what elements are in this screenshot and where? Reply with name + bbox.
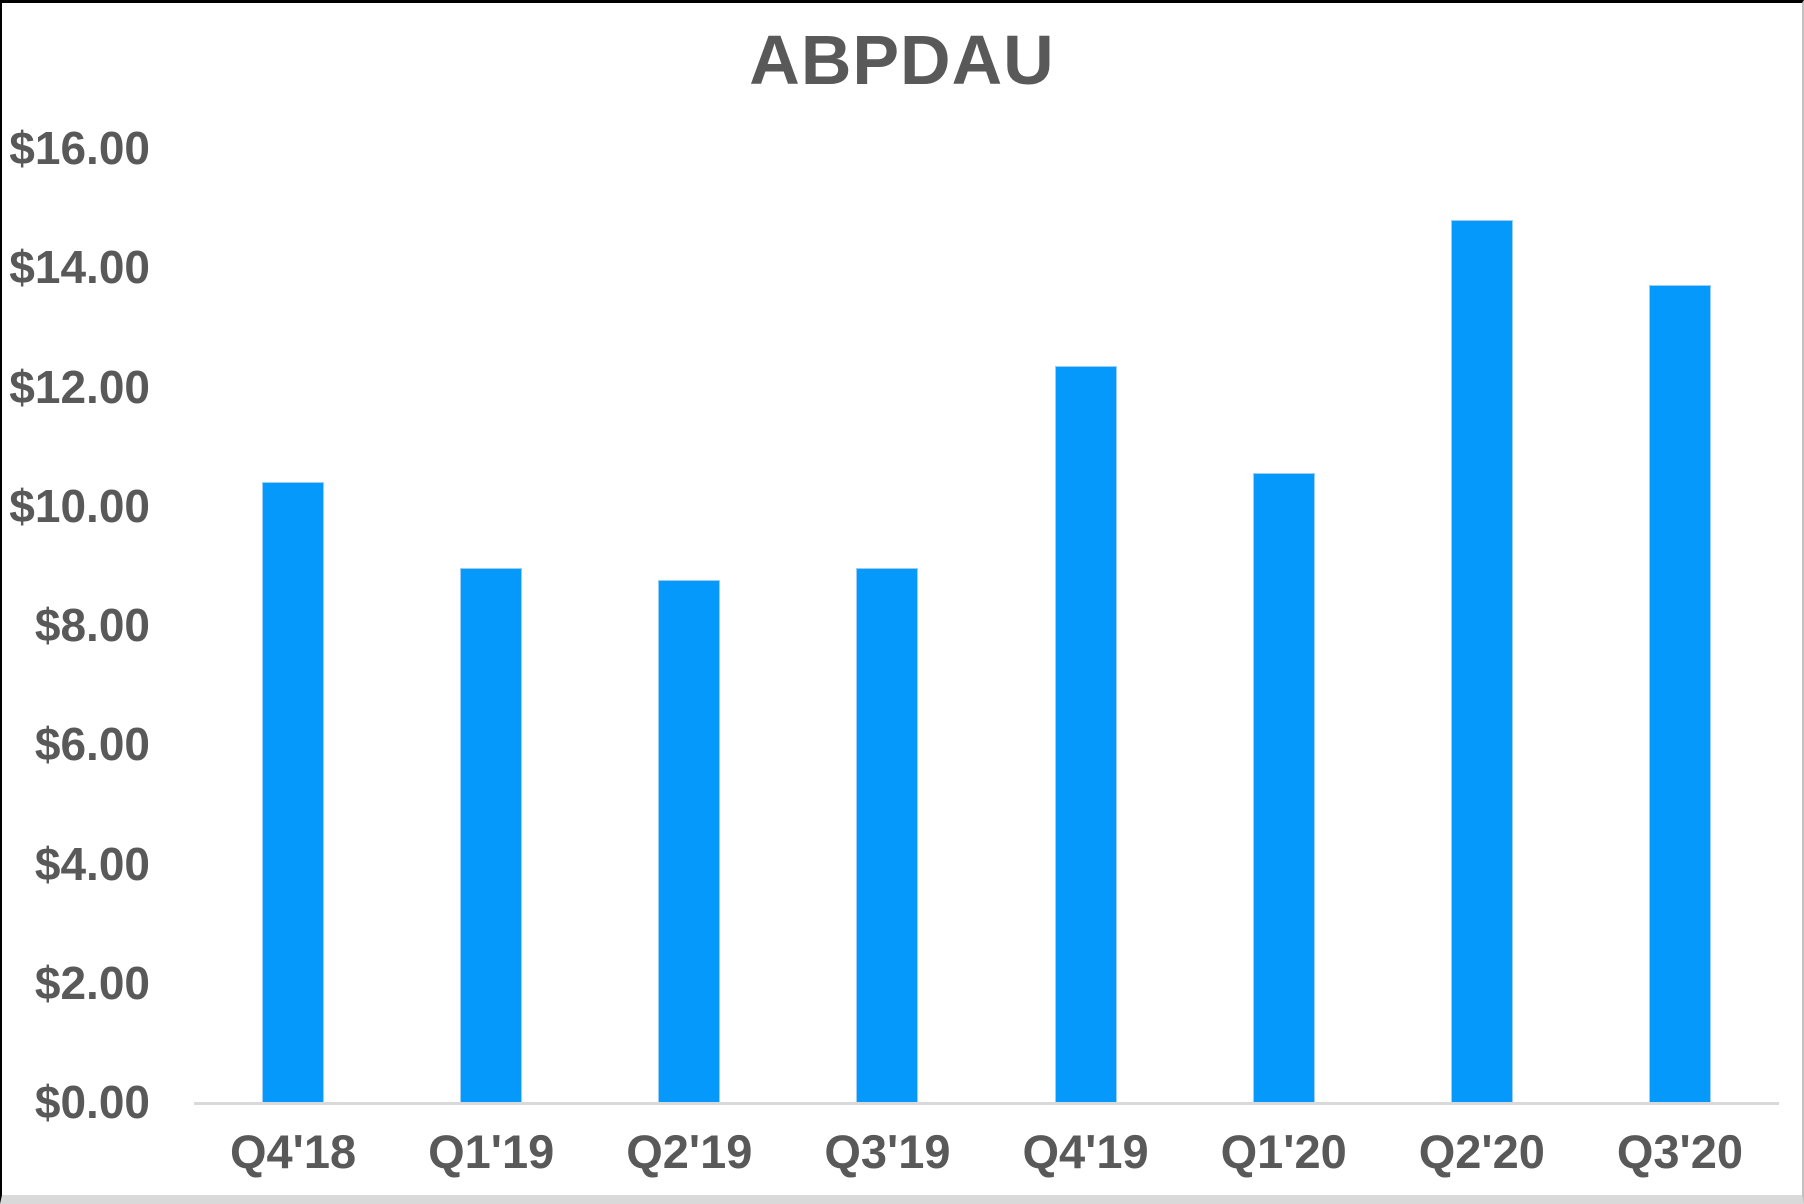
y-tick-label: $6.00 [34,718,150,771]
y-tick-label: $16.00 [9,122,150,174]
x-axis-labels: Q4'18 Q1'19 Q2'19 Q3'19 Q4'19 Q1'20 Q2'20 Q3'20 [194,1128,1779,1175]
bar-slot [987,148,1185,1102]
x-tick-label: Q2'19 [626,1125,753,1178]
y-tick-label: $8.00 [34,599,150,651]
bar-slot [1185,148,1383,1102]
chart-title: ABPDAU [749,21,1055,99]
bar [460,568,523,1102]
y-tick-label: $2.00 [34,956,150,1009]
y-tick-label: $10.00 [9,479,150,532]
y-tick-label: $12.00 [9,360,150,413]
bar-slot [194,148,392,1102]
bar-slot [1383,148,1581,1102]
bar-slot [590,148,788,1102]
x-tick-label: Q4'18 [229,1125,357,1178]
bar [658,580,721,1102]
y-tick-label: $0.00 [34,1076,150,1128]
y-tick-label: $4.00 [34,837,150,890]
bar-slot [392,148,590,1102]
x-tick-label: Q1'19 [428,1125,555,1178]
bar-slot [1581,148,1779,1102]
bar [1648,285,1711,1102]
bar [262,481,325,1102]
plot-area [194,148,1779,1105]
x-tick-label: Q1'20 [1220,1125,1347,1178]
x-tick-label: Q4'19 [1022,1125,1149,1178]
bar-slot [788,148,986,1102]
bar [1054,365,1117,1102]
y-axis-labels: $16.00 $14.00 $12.00 $10.00 $8.00 $6.00 $4.00 $… [2,125,150,1125]
x-tick-label: Q2'20 [1418,1125,1545,1178]
x-tick-label: Q3'19 [824,1125,951,1178]
x-tick-label: Q3'20 [1616,1125,1744,1178]
bar [1252,472,1315,1102]
y-tick-label: $14.00 [9,241,150,294]
bar [1450,219,1513,1102]
bar [856,568,919,1102]
